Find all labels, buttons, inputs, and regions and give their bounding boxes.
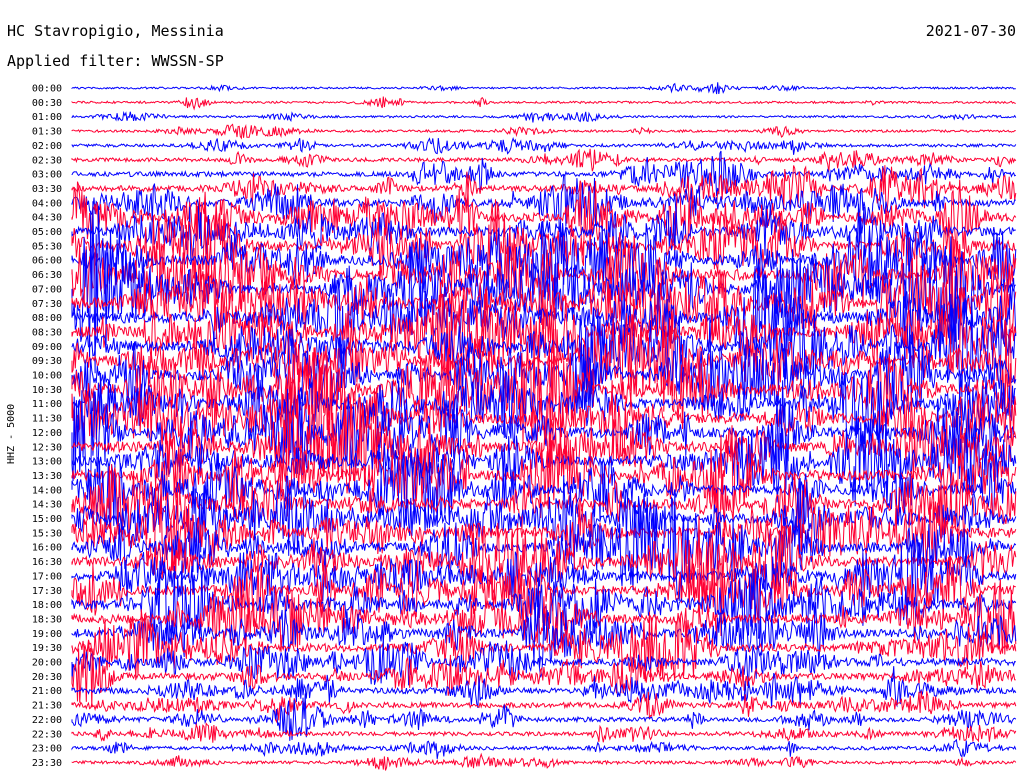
seismic-trace [71,690,1017,724]
seismic-trace [71,96,1016,111]
row-time-label: 02:00 [32,141,62,152]
row-time-label: 05:00 [32,227,62,238]
seismic-trace [71,148,1017,172]
row-time-label: 15:00 [32,514,62,525]
seismic-trace [71,328,1017,462]
seismic-trace [71,752,1017,771]
row-time-label: 09:30 [32,356,62,367]
row-time-label: 07:00 [32,284,62,295]
row-time-label: 04:30 [32,213,62,224]
seismic-trace [71,609,1017,682]
row-time-label: 18:30 [32,614,62,625]
row-time-label: 01:30 [32,127,62,138]
station-title: HC Stavropigio, Messinia [7,22,224,40]
seismic-trace [71,123,1016,140]
row-time-label: 14:30 [32,500,62,511]
seismic-trace [71,276,1017,405]
date-label: 2021-07-30 [925,22,1016,40]
row-time-label: 21:00 [32,686,62,697]
row-time-label: 10:00 [32,371,62,382]
row-time-label: 14:00 [32,485,62,496]
row-time-label: 23:00 [32,744,62,755]
row-time-label: 13:30 [32,471,62,482]
row-time-label: 17:00 [32,571,62,582]
row-time-label: 20:00 [32,658,62,669]
seismic-trace [71,722,1017,743]
row-time-label: 16:00 [32,543,62,554]
seismic-trace [71,405,1017,507]
row-time-label: 16:30 [32,557,62,568]
row-time-label: 03:30 [32,184,62,195]
seismic-trace [71,464,1017,547]
seismic-trace [71,579,1017,655]
seismic-trace [71,640,1017,689]
row-time-label: 01:00 [32,112,62,123]
row-time-label: 10:30 [32,385,62,396]
row-time-label: 08:30 [32,327,62,338]
row-time-label: 00:00 [32,84,62,95]
row-time-label: 20:30 [32,672,62,683]
seismic-trace [71,738,1017,759]
row-time-label: 23:30 [32,758,62,769]
seismic-trace [71,477,1017,579]
row-time-label: 21:30 [32,701,62,712]
seismic-trace [71,355,1017,477]
seismic-trace [71,165,1017,213]
row-time-label: 12:30 [32,442,62,453]
row-time-label: 03:00 [32,170,62,181]
seismic-trace [71,150,1017,197]
seismic-trace [71,363,1016,440]
row-time-label: 09:00 [32,342,62,353]
seismic-trace [71,110,1017,123]
row-time-label: 12:00 [32,428,62,439]
row-time-label: 19:30 [32,643,62,654]
row-time-label: 04:00 [32,198,62,209]
seismic-trace [71,666,1017,709]
row-time-label: 05:30 [32,241,62,252]
row-time-label: 17:30 [32,586,62,597]
row-time-label: 07:30 [32,299,62,310]
seismic-trace [71,82,1016,95]
seismic-trace [71,391,1017,494]
seismic-trace [71,425,1017,519]
row-time-label: 11:00 [32,399,62,410]
row-time-label: 08:00 [32,313,62,324]
seismic-trace [71,513,1017,622]
row-time-label: 02:30 [32,155,62,166]
seismic-trace [71,642,1016,708]
row-time-label: 15:30 [32,528,62,539]
seismic-trace [71,450,1017,535]
seismic-trace [71,278,1017,397]
seismic-trace [71,311,1017,412]
seismic-trace [71,693,1017,741]
row-time-label: 22:00 [32,715,62,726]
row-time-label: 11:30 [32,414,62,425]
row-time-label: 18:00 [32,600,62,611]
seismic-trace [71,527,1017,623]
row-time-label: 19:00 [32,629,62,640]
seismic-trace [71,594,1017,678]
row-time-label: 13:00 [32,457,62,468]
seismic-trace [71,136,1017,155]
seismic-trace [71,201,1016,374]
row-time-label: 22:30 [32,729,62,740]
row-time-label: 00:30 [32,98,62,109]
row-time-label: 06:00 [32,256,62,267]
filter-label: Applied filter: WWSSN-SP [7,52,224,70]
row-time-label: 06:30 [32,270,62,281]
